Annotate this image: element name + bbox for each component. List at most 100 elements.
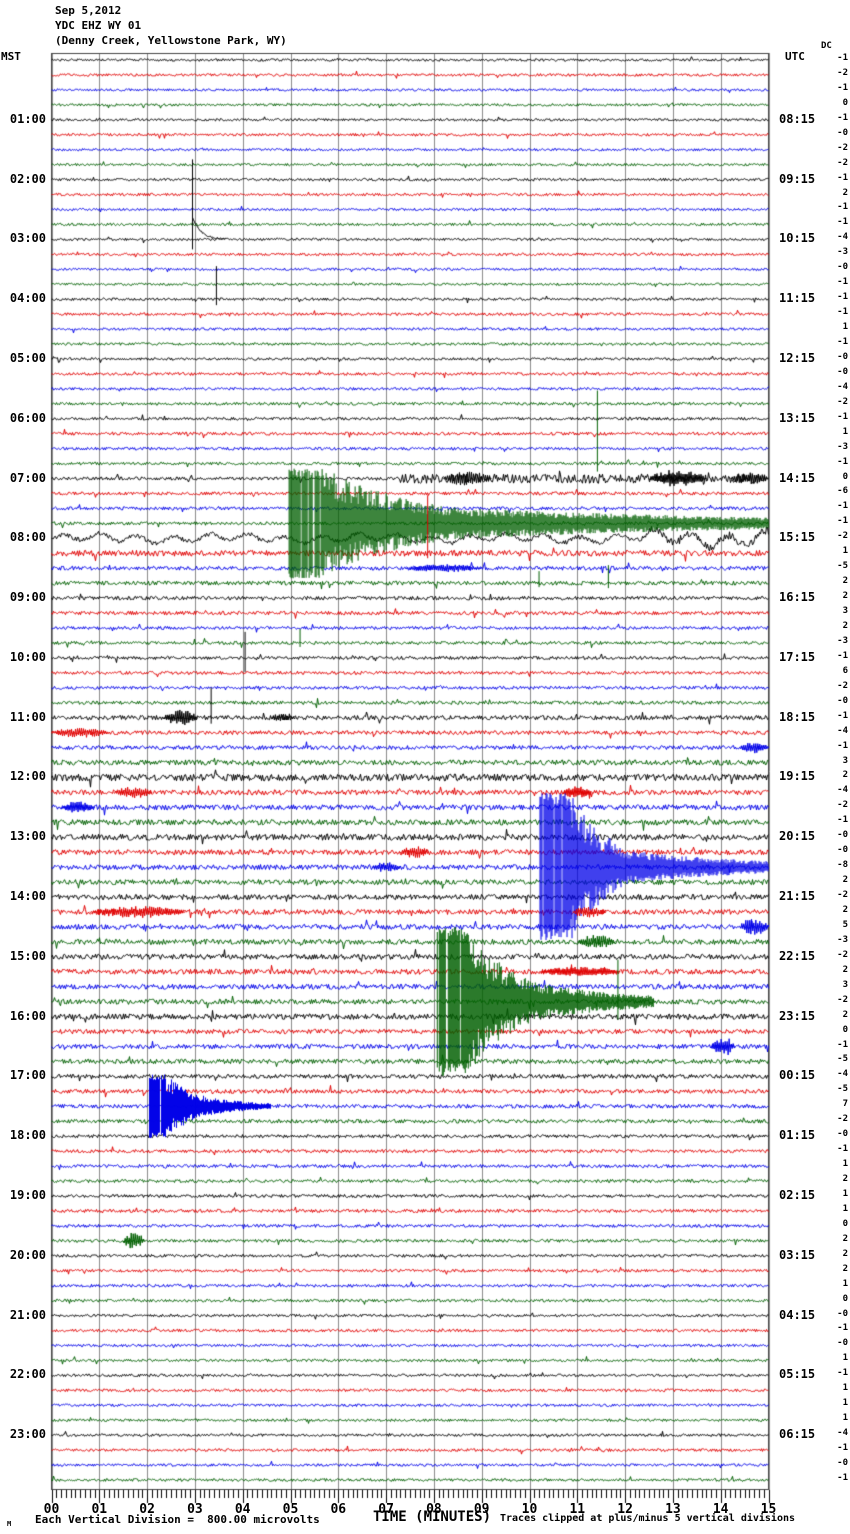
- utc-label: 03:15: [779, 1247, 816, 1262]
- dc-offset-value: 2: [842, 1263, 848, 1274]
- dc-offset-value: -0: [837, 1458, 848, 1469]
- dc-offset-value: -1: [837, 112, 848, 123]
- dc-offset-value: -1: [837, 53, 848, 63]
- mst-label: 13:00: [9, 829, 46, 844]
- dc-offset-value: 2: [842, 1174, 848, 1185]
- dc-offset-value: -2: [837, 67, 848, 78]
- dc-offset-value: -1: [837, 172, 848, 183]
- mst-label: 02:00: [9, 171, 46, 186]
- clip-note: Traces clipped at plus/minus 5 vertical …: [500, 1513, 796, 1524]
- x-tick-label: 14: [712, 1502, 729, 1517]
- dc-offset-value: -1: [837, 411, 848, 422]
- dc-offset-value: -3: [837, 441, 848, 452]
- dc-offset-value: -4: [837, 381, 848, 392]
- dc-offset-value: -0: [837, 351, 848, 362]
- dc-offset-value: -1: [837, 1039, 848, 1050]
- dc-offset-value: -1: [837, 815, 848, 826]
- x-tick-label: 00: [43, 1502, 60, 1517]
- mst-label: 14:00: [9, 889, 46, 904]
- dc-offset-value: -1: [837, 516, 848, 527]
- utc-label: 20:15: [779, 829, 816, 844]
- utc-label: 09:15: [779, 171, 816, 186]
- utc-label: 16:15: [779, 590, 816, 605]
- dc-offset-value: -4: [837, 725, 848, 736]
- dc-offset-value: -2: [837, 157, 848, 168]
- mst-label: 04:00: [9, 291, 46, 306]
- dc-offset-value: 0: [842, 1218, 848, 1229]
- utc-label: 23:15: [779, 1008, 816, 1023]
- dc-offset-value: -1: [837, 277, 848, 288]
- mst-label: 19:00: [9, 1187, 46, 1202]
- x-tick-label: 09: [473, 1502, 490, 1517]
- dc-offset-value: -4: [837, 1069, 848, 1080]
- utc-label: 08:15: [779, 111, 816, 126]
- dc-offset-value: 2: [842, 904, 848, 915]
- mst-label: 21:00: [9, 1307, 46, 1322]
- x-tick-label: 13: [665, 1502, 681, 1517]
- dc-offset-value: 1: [842, 1353, 848, 1364]
- x-tick-label: 04: [234, 1502, 251, 1517]
- utc-label: 11:15: [779, 291, 816, 306]
- dc-offset-value: -2: [837, 680, 848, 691]
- mst-label: 07:00: [9, 470, 46, 485]
- dc-offset-value: -5: [837, 1054, 848, 1065]
- dc-offset-value: -2: [837, 142, 848, 153]
- dc-offset-value: -1: [837, 740, 848, 751]
- x-tick-label: 01: [91, 1502, 108, 1517]
- dc-offset-value: -0: [837, 845, 848, 856]
- dc-offset-value: -5: [837, 1084, 848, 1095]
- mst-label: 06:00: [9, 410, 46, 425]
- dc-offset-value: -1: [837, 710, 848, 721]
- x-tick-label: 02: [139, 1502, 155, 1517]
- x-tick-label: 03: [187, 1502, 203, 1517]
- dc-offset-value: -1: [837, 1323, 848, 1334]
- dc-offset-value: 2: [842, 591, 848, 602]
- dc-offset-value: -1: [837, 501, 848, 512]
- utc-label: 19:15: [779, 769, 816, 784]
- mst-label: 01:00: [9, 111, 46, 126]
- utc-label: 15:15: [779, 530, 816, 545]
- dc-offset-value: -3: [837, 934, 848, 945]
- dc-offset-value: -0: [837, 262, 848, 273]
- dc-offset-value: 3: [842, 606, 848, 617]
- utc-label: 17:15: [779, 649, 816, 664]
- dc-offset-value: 2: [842, 770, 848, 781]
- corner-glyph: M: [7, 1520, 12, 1528]
- mst-label: 17:00: [9, 1068, 46, 1083]
- x-tick-label: 10: [521, 1502, 538, 1517]
- dc-offset-value: -2: [837, 396, 848, 407]
- mst-label: 09:00: [9, 590, 46, 605]
- dc-offset-value: -1: [837, 1368, 848, 1379]
- dc-offset-value: -2: [837, 890, 848, 901]
- dc-offset-value: 2: [842, 964, 848, 975]
- dc-offset-value: -2: [837, 531, 848, 542]
- mst-label: 16:00: [9, 1008, 46, 1023]
- dc-offset-value: 1: [842, 1413, 848, 1424]
- dc-offset-value: -4: [837, 785, 848, 796]
- dc-offset-value: -1: [837, 336, 848, 347]
- x-axis-title: TIME (MINUTES): [373, 1509, 492, 1525]
- dc-offset-value: 1: [842, 322, 848, 333]
- dc-offset-value: -4: [837, 232, 848, 243]
- dc-offset-value: -0: [837, 366, 848, 377]
- utc-label: 05:15: [779, 1367, 816, 1382]
- mst-label: 11:00: [9, 709, 46, 724]
- utc-label: 21:15: [779, 889, 816, 904]
- dc-offset-value: -5: [837, 561, 848, 572]
- x-tick-label: 05: [282, 1502, 299, 1517]
- utc-label: 00:15: [779, 1068, 816, 1083]
- dc-offset-value: -3: [837, 247, 848, 258]
- dc-offset-value: 1: [842, 1398, 848, 1409]
- utc-label: 02:15: [779, 1187, 816, 1202]
- dc-axis-label: DC: [821, 41, 832, 51]
- mst-label: 22:00: [9, 1367, 46, 1382]
- dc-offset-value: 2: [842, 1009, 848, 1020]
- dc-offset-value: -2: [837, 994, 848, 1005]
- utc-label: 13:15: [779, 410, 816, 425]
- x-tick-label: 08: [426, 1502, 442, 1517]
- mst-label: 03:00: [9, 231, 46, 246]
- dc-offset-value: -4: [837, 1428, 848, 1439]
- dc-offset-value: 1: [842, 1278, 848, 1289]
- dc-offset-value: -1: [837, 202, 848, 213]
